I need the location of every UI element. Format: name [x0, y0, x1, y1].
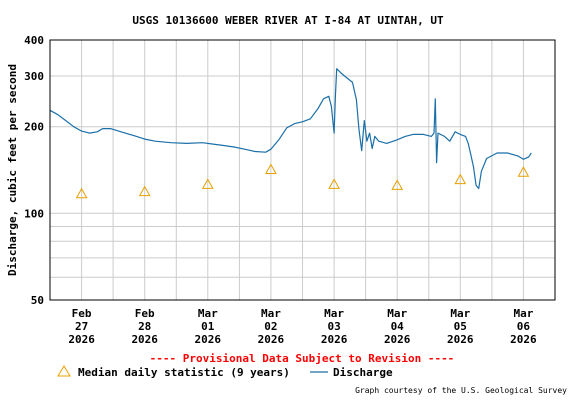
x-tick-label: 28 [138, 320, 151, 333]
x-tick-label: 05 [454, 320, 467, 333]
x-tick-label: 2026 [258, 333, 285, 346]
x-tick-label: Mar [513, 307, 533, 320]
plot-area-border [49, 39, 556, 301]
x-axis-tick-labels: Feb272026Feb282026Mar012026Mar022026Mar0… [68, 307, 537, 346]
x-tick-label: 2026 [384, 333, 411, 346]
y-axis-tick-labels: 50 100 200 300 400 [24, 34, 44, 307]
legend: Median daily statistic (9 years) Dischar… [57, 365, 393, 379]
y-tick-label: 50 [31, 294, 44, 307]
x-tick-label: Mar [261, 307, 281, 320]
x-tick-label: 04 [391, 320, 405, 333]
chart-title: USGS 10136600 WEBER RIVER AT I-84 AT UIN… [132, 14, 444, 27]
x-tick-label: 03 [327, 320, 340, 333]
x-tick-label: Mar [324, 307, 344, 320]
x-tick-label: 27 [75, 320, 88, 333]
x-tick-label: Feb [135, 307, 155, 320]
median-point [265, 163, 277, 174]
x-tick-label: Mar [450, 307, 470, 320]
median-point [454, 173, 467, 185]
x-tick-label: 2026 [131, 333, 158, 346]
median-point [201, 178, 214, 189]
x-tick-label: 06 [517, 320, 531, 333]
median-point [138, 185, 151, 197]
legend-median-triangle-icon [57, 365, 71, 377]
plot-series [49, 68, 532, 199]
provisional-notice: ---- Provisional Data Subject to Revisio… [150, 352, 455, 365]
median-point [517, 166, 530, 177]
x-tick-label: Mar [198, 307, 218, 320]
y-tick-label: 400 [24, 34, 44, 47]
y-axis-label: Discharge, cubic feet per second [6, 64, 19, 276]
legend-median-label: Median daily statistic (9 years) [78, 366, 290, 379]
y-tick-label: 200 [24, 121, 44, 134]
x-tick-label: 2026 [68, 333, 95, 346]
x-tick-label: 01 [201, 320, 215, 333]
median-point [75, 187, 88, 199]
credit-text: Graph courtesy of the U.S. Geological Su… [355, 386, 567, 395]
legend-discharge-label: Discharge [333, 366, 393, 379]
x-tick-label: Feb [72, 307, 92, 320]
y-tick-label: 100 [24, 207, 44, 220]
median-point [391, 179, 404, 190]
y-tick-label: 300 [24, 70, 44, 83]
x-tick-label: 2026 [447, 333, 474, 346]
x-tick-label: 02 [264, 320, 277, 333]
x-tick-label: 2026 [195, 333, 222, 346]
discharge-line [49, 68, 532, 190]
x-tick-label: 2026 [321, 333, 348, 346]
x-tick-label: 2026 [510, 333, 537, 346]
x-tick-label: Mar [387, 307, 407, 320]
grid-lines [50, 40, 555, 300]
median-point [328, 178, 340, 189]
